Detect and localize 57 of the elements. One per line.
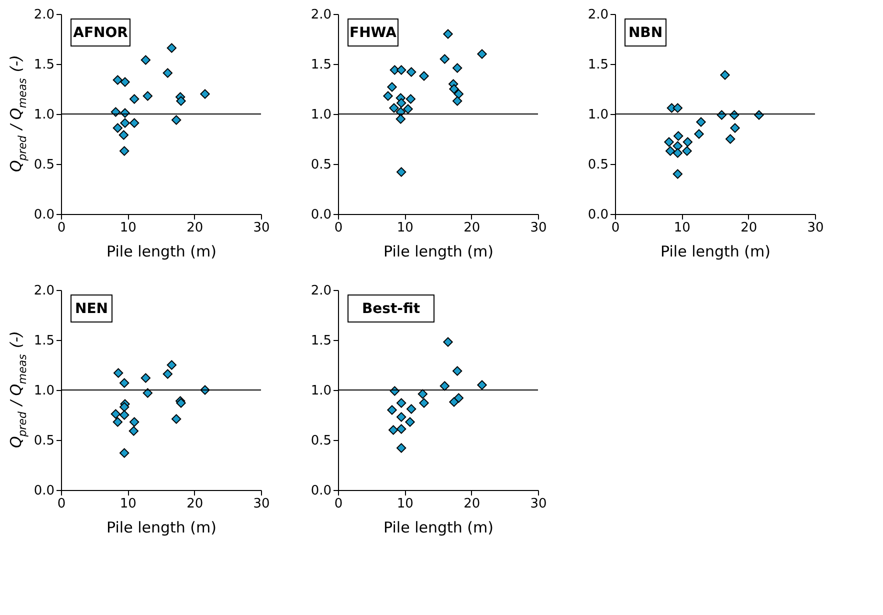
y-tick-label: 1.5 bbox=[34, 334, 54, 348]
x-tick-label: 10 bbox=[120, 220, 136, 236]
x-axis-title: Pile length (m) bbox=[106, 242, 216, 260]
y-tick-label: 0.5 bbox=[310, 434, 332, 448]
x-tick-label: 10 bbox=[120, 496, 136, 512]
text: Best-fit bbox=[362, 301, 420, 317]
x-axis-title: Pile length (m) bbox=[660, 242, 770, 260]
y-axis-title: Qpred / Qmeas (-) bbox=[7, 55, 29, 172]
y-tick-label: 2.0 bbox=[34, 284, 54, 298]
x-tick-label: 20 bbox=[464, 220, 480, 236]
x-tick-label: 30 bbox=[253, 220, 270, 236]
y-tick-label: 0.0 bbox=[34, 484, 54, 498]
y-axis-title: Qpred / Qmeas (-) bbox=[7, 331, 29, 448]
x-axis-title: Pile length (m) bbox=[106, 518, 216, 536]
x-tick-label: 30 bbox=[530, 496, 547, 512]
x-tick-label: 30 bbox=[530, 220, 547, 236]
x-tick-label: 0 bbox=[611, 220, 620, 236]
x-tick-label: 20 bbox=[464, 496, 480, 512]
x-tick-label: 0 bbox=[57, 220, 66, 236]
text: NEN bbox=[75, 301, 108, 317]
x-tick-label: 20 bbox=[186, 220, 204, 236]
x-tick-label: 0 bbox=[334, 496, 343, 512]
y-tick-label: 0.0 bbox=[310, 208, 332, 222]
y-tick-label: 1.0 bbox=[34, 384, 54, 398]
x-tick-label: 0 bbox=[334, 220, 343, 236]
y-tick-label: 1.0 bbox=[34, 108, 54, 122]
y-tick-label: 2.0 bbox=[310, 284, 332, 298]
y-tick-label: 0.5 bbox=[34, 158, 54, 172]
y-tick-label: 0.0 bbox=[588, 208, 608, 222]
y-tick-label: 0.5 bbox=[310, 158, 332, 172]
y-tick-label: 1.0 bbox=[310, 108, 332, 122]
x-tick-label: 10 bbox=[396, 220, 414, 236]
y-tick-label: 1.5 bbox=[310, 58, 332, 72]
y-tick-label: 0.5 bbox=[34, 434, 54, 448]
x-axis-title: Pile length (m) bbox=[384, 242, 494, 260]
x-tick-label: 30 bbox=[807, 220, 824, 236]
text: AFNOR bbox=[73, 25, 128, 41]
y-tick-label: 1.5 bbox=[588, 58, 608, 72]
x-tick-label: 20 bbox=[186, 496, 204, 512]
y-tick-label: 1.5 bbox=[310, 334, 332, 348]
y-tick-label: 0.5 bbox=[588, 158, 608, 172]
x-axis-title: Pile length (m) bbox=[384, 518, 494, 536]
y-tick-label: 2.0 bbox=[588, 8, 608, 22]
x-tick-label: 20 bbox=[740, 220, 758, 236]
y-tick-label: 2.0 bbox=[310, 8, 332, 22]
x-tick-label: 0 bbox=[57, 496, 66, 512]
text: NBN bbox=[628, 25, 663, 41]
text: FHWA bbox=[350, 25, 397, 41]
x-tick-label: 10 bbox=[674, 220, 690, 236]
y-tick-label: 1.0 bbox=[310, 384, 332, 398]
y-tick-label: 1.5 bbox=[34, 58, 54, 72]
y-tick-label: 0.0 bbox=[34, 208, 54, 222]
y-tick-label: 1.0 bbox=[588, 108, 608, 122]
y-tick-label: 0.0 bbox=[310, 484, 332, 498]
x-tick-label: 10 bbox=[396, 496, 414, 512]
x-tick-label: 30 bbox=[253, 496, 270, 512]
y-tick-label: 2.0 bbox=[34, 8, 54, 22]
